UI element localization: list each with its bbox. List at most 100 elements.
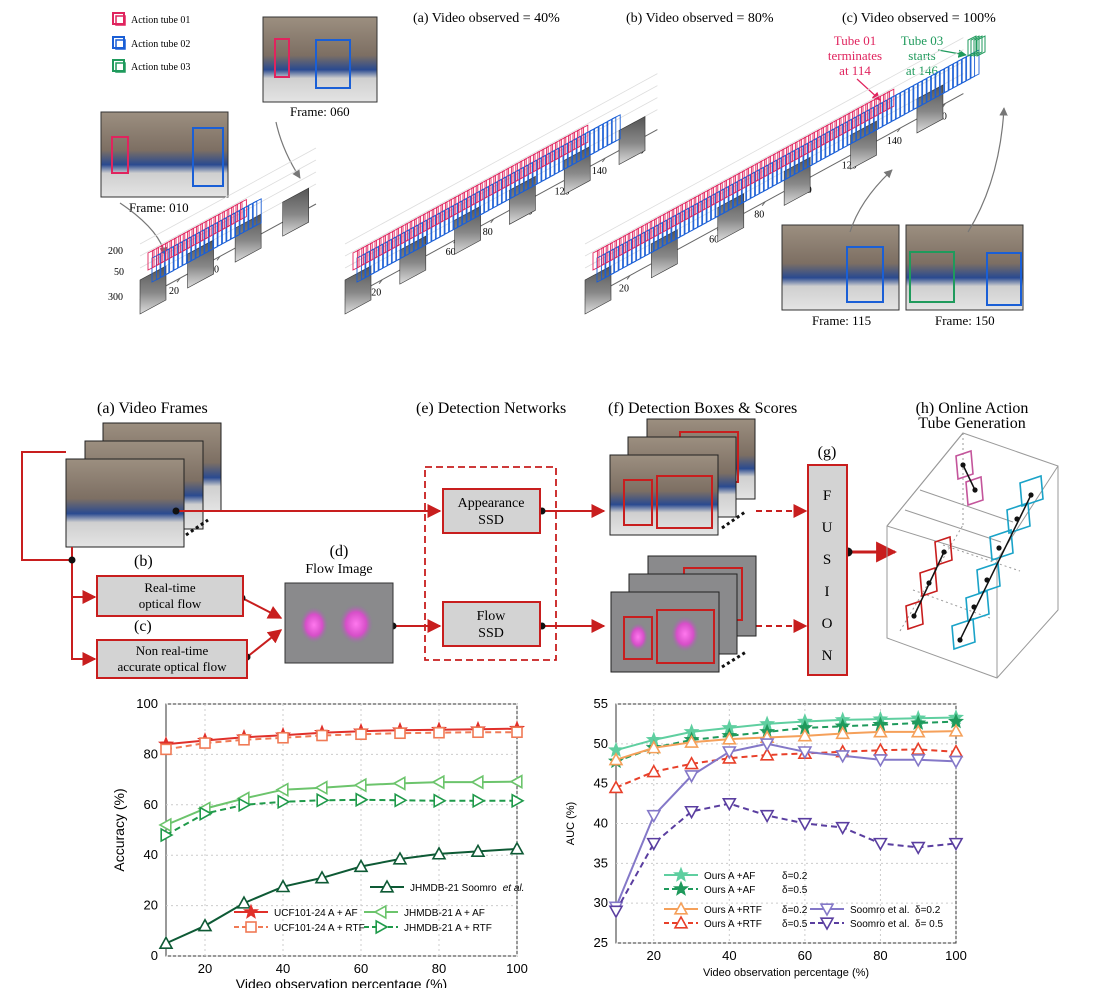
svg-text:Real-time: Real-time xyxy=(144,580,195,595)
data-point xyxy=(759,747,775,761)
y-tick-label: 0 xyxy=(151,948,158,963)
legend-label: JHMDB-21 A + AF xyxy=(404,908,485,919)
time-tick-label: 140 xyxy=(592,166,607,177)
tube-panels: 2040608020406080100120140140204060801001… xyxy=(139,35,986,315)
x-tick-label: 60 xyxy=(798,948,812,963)
data-point xyxy=(910,724,926,738)
legend-entry: Soomro et al. xyxy=(810,917,909,931)
data-point xyxy=(873,837,888,852)
annotation-tube03-starts: Tube 03 starts at 146 xyxy=(901,33,967,78)
legend-label: Action tube 03 xyxy=(131,62,190,73)
tube-legend: Action tube 01 Action tube 02 Action tub… xyxy=(112,12,190,73)
data-point xyxy=(236,895,252,909)
time-tick-label: 80 xyxy=(754,210,764,221)
tick-mark xyxy=(896,127,901,133)
svg-text:starts: starts xyxy=(908,48,935,63)
data-point xyxy=(373,904,387,920)
svg-text:at 146: at 146 xyxy=(906,63,939,78)
series-line xyxy=(615,748,957,789)
frame-caption: Frame: 010 xyxy=(129,200,189,215)
svg-text:F: F xyxy=(823,488,831,504)
panel-title-a: (a) Video observed = 40% xyxy=(413,11,560,26)
legend-entry: JHMDB-21 Soomro et al. xyxy=(370,879,524,894)
tube02-box xyxy=(252,198,262,228)
series-5 xyxy=(608,797,964,919)
svg-text:O: O xyxy=(822,616,833,632)
data-point xyxy=(835,725,851,740)
legend-delta: δ=0.2 xyxy=(915,905,941,916)
legend-entry: Ours A +AF xyxy=(664,866,755,882)
tick-mark xyxy=(176,277,181,283)
svg-text:at 114: at 114 xyxy=(839,63,871,78)
time-tick-label: 140 xyxy=(887,136,902,147)
legend-delta: δ=0.5 xyxy=(782,919,808,930)
time-tick-label: 20 xyxy=(371,288,381,299)
y-tick-label: 100 xyxy=(136,696,158,711)
tube03-box xyxy=(976,35,986,57)
svg-text:U: U xyxy=(822,520,833,536)
tube-panel: 20406080100120140140 xyxy=(584,37,980,315)
tick-mark xyxy=(601,157,606,163)
data-point xyxy=(673,901,689,915)
y-tick: 50 xyxy=(114,267,124,278)
data-point xyxy=(819,917,835,931)
data-point xyxy=(392,776,406,791)
flow-ssd-box: Flow SSD xyxy=(442,601,541,647)
pipeline-diagram: (a) Video Frames (e) Detection Networks … xyxy=(21,400,1059,679)
x-tick-label: 80 xyxy=(432,961,446,976)
data-point xyxy=(673,915,689,929)
arrow-115 xyxy=(849,169,893,233)
data-point xyxy=(433,793,447,809)
sampled-frame xyxy=(344,265,372,315)
data-point xyxy=(797,817,813,832)
thumbnail-frame-010: Frame: 010 xyxy=(100,111,229,215)
data-point xyxy=(511,793,525,809)
legend-entry: Ours A +RTF xyxy=(664,915,762,930)
y-tick-label: 45 xyxy=(594,776,608,791)
time-tick-label: 60 xyxy=(709,234,719,245)
title-online-tube-line1: (h) Online Action xyxy=(916,400,1029,417)
y-tick-label: 60 xyxy=(144,797,158,812)
data-point xyxy=(158,935,174,950)
annotation-tube01-terminates: Tube 01 terminates at 114 xyxy=(828,33,882,101)
data-point xyxy=(797,728,813,742)
data-point xyxy=(275,782,289,798)
sampled-frame xyxy=(584,265,612,315)
data-point xyxy=(646,809,662,824)
legend-label: UCF101-24 A + RTF xyxy=(274,923,365,934)
data-point xyxy=(511,726,523,739)
data-point xyxy=(245,921,257,933)
svg-text:N: N xyxy=(822,648,833,664)
svg-text:SSD: SSD xyxy=(478,626,504,641)
auc-chart: 20 40 60 80 100 25 30 35 40 45 50 55 Video observati… xyxy=(565,696,967,979)
grid xyxy=(166,703,518,957)
data-point xyxy=(433,726,445,739)
time-tick-label: 20 xyxy=(619,283,629,294)
time-axis xyxy=(584,93,964,301)
grid-line xyxy=(584,49,964,257)
svg-text:Non real-time: Non real-time xyxy=(136,643,209,658)
series-line xyxy=(615,720,957,763)
legend-item-tube01: Action tube 01 xyxy=(112,12,190,26)
tube03-box xyxy=(967,35,977,57)
data-point xyxy=(314,870,330,884)
legend-entry: JHMDB-21 A + AF xyxy=(364,904,485,920)
video-frame-stack xyxy=(65,422,222,548)
x-tick-label: 20 xyxy=(647,948,661,963)
data-point xyxy=(948,723,964,737)
legend-label: Ours A +AF xyxy=(704,871,755,882)
legend-entry: Ours A +AF xyxy=(664,880,755,896)
x-axis-label: Video observation percentage (%) xyxy=(703,967,869,979)
title-video-frames: (a) Video Frames xyxy=(97,400,208,417)
data-point xyxy=(353,858,369,873)
realtime-flow-box: Real-time optical flow xyxy=(96,575,244,617)
tube-panel: 20406080100120140140 xyxy=(344,73,658,315)
x-tick-label: 80 xyxy=(873,948,887,963)
label-b: (b) xyxy=(134,553,153,570)
data-point xyxy=(314,780,328,796)
arrow-010 xyxy=(119,202,168,256)
y-tick: 200 xyxy=(108,246,123,257)
data-point xyxy=(158,817,172,833)
svg-text:Flow: Flow xyxy=(477,609,507,624)
